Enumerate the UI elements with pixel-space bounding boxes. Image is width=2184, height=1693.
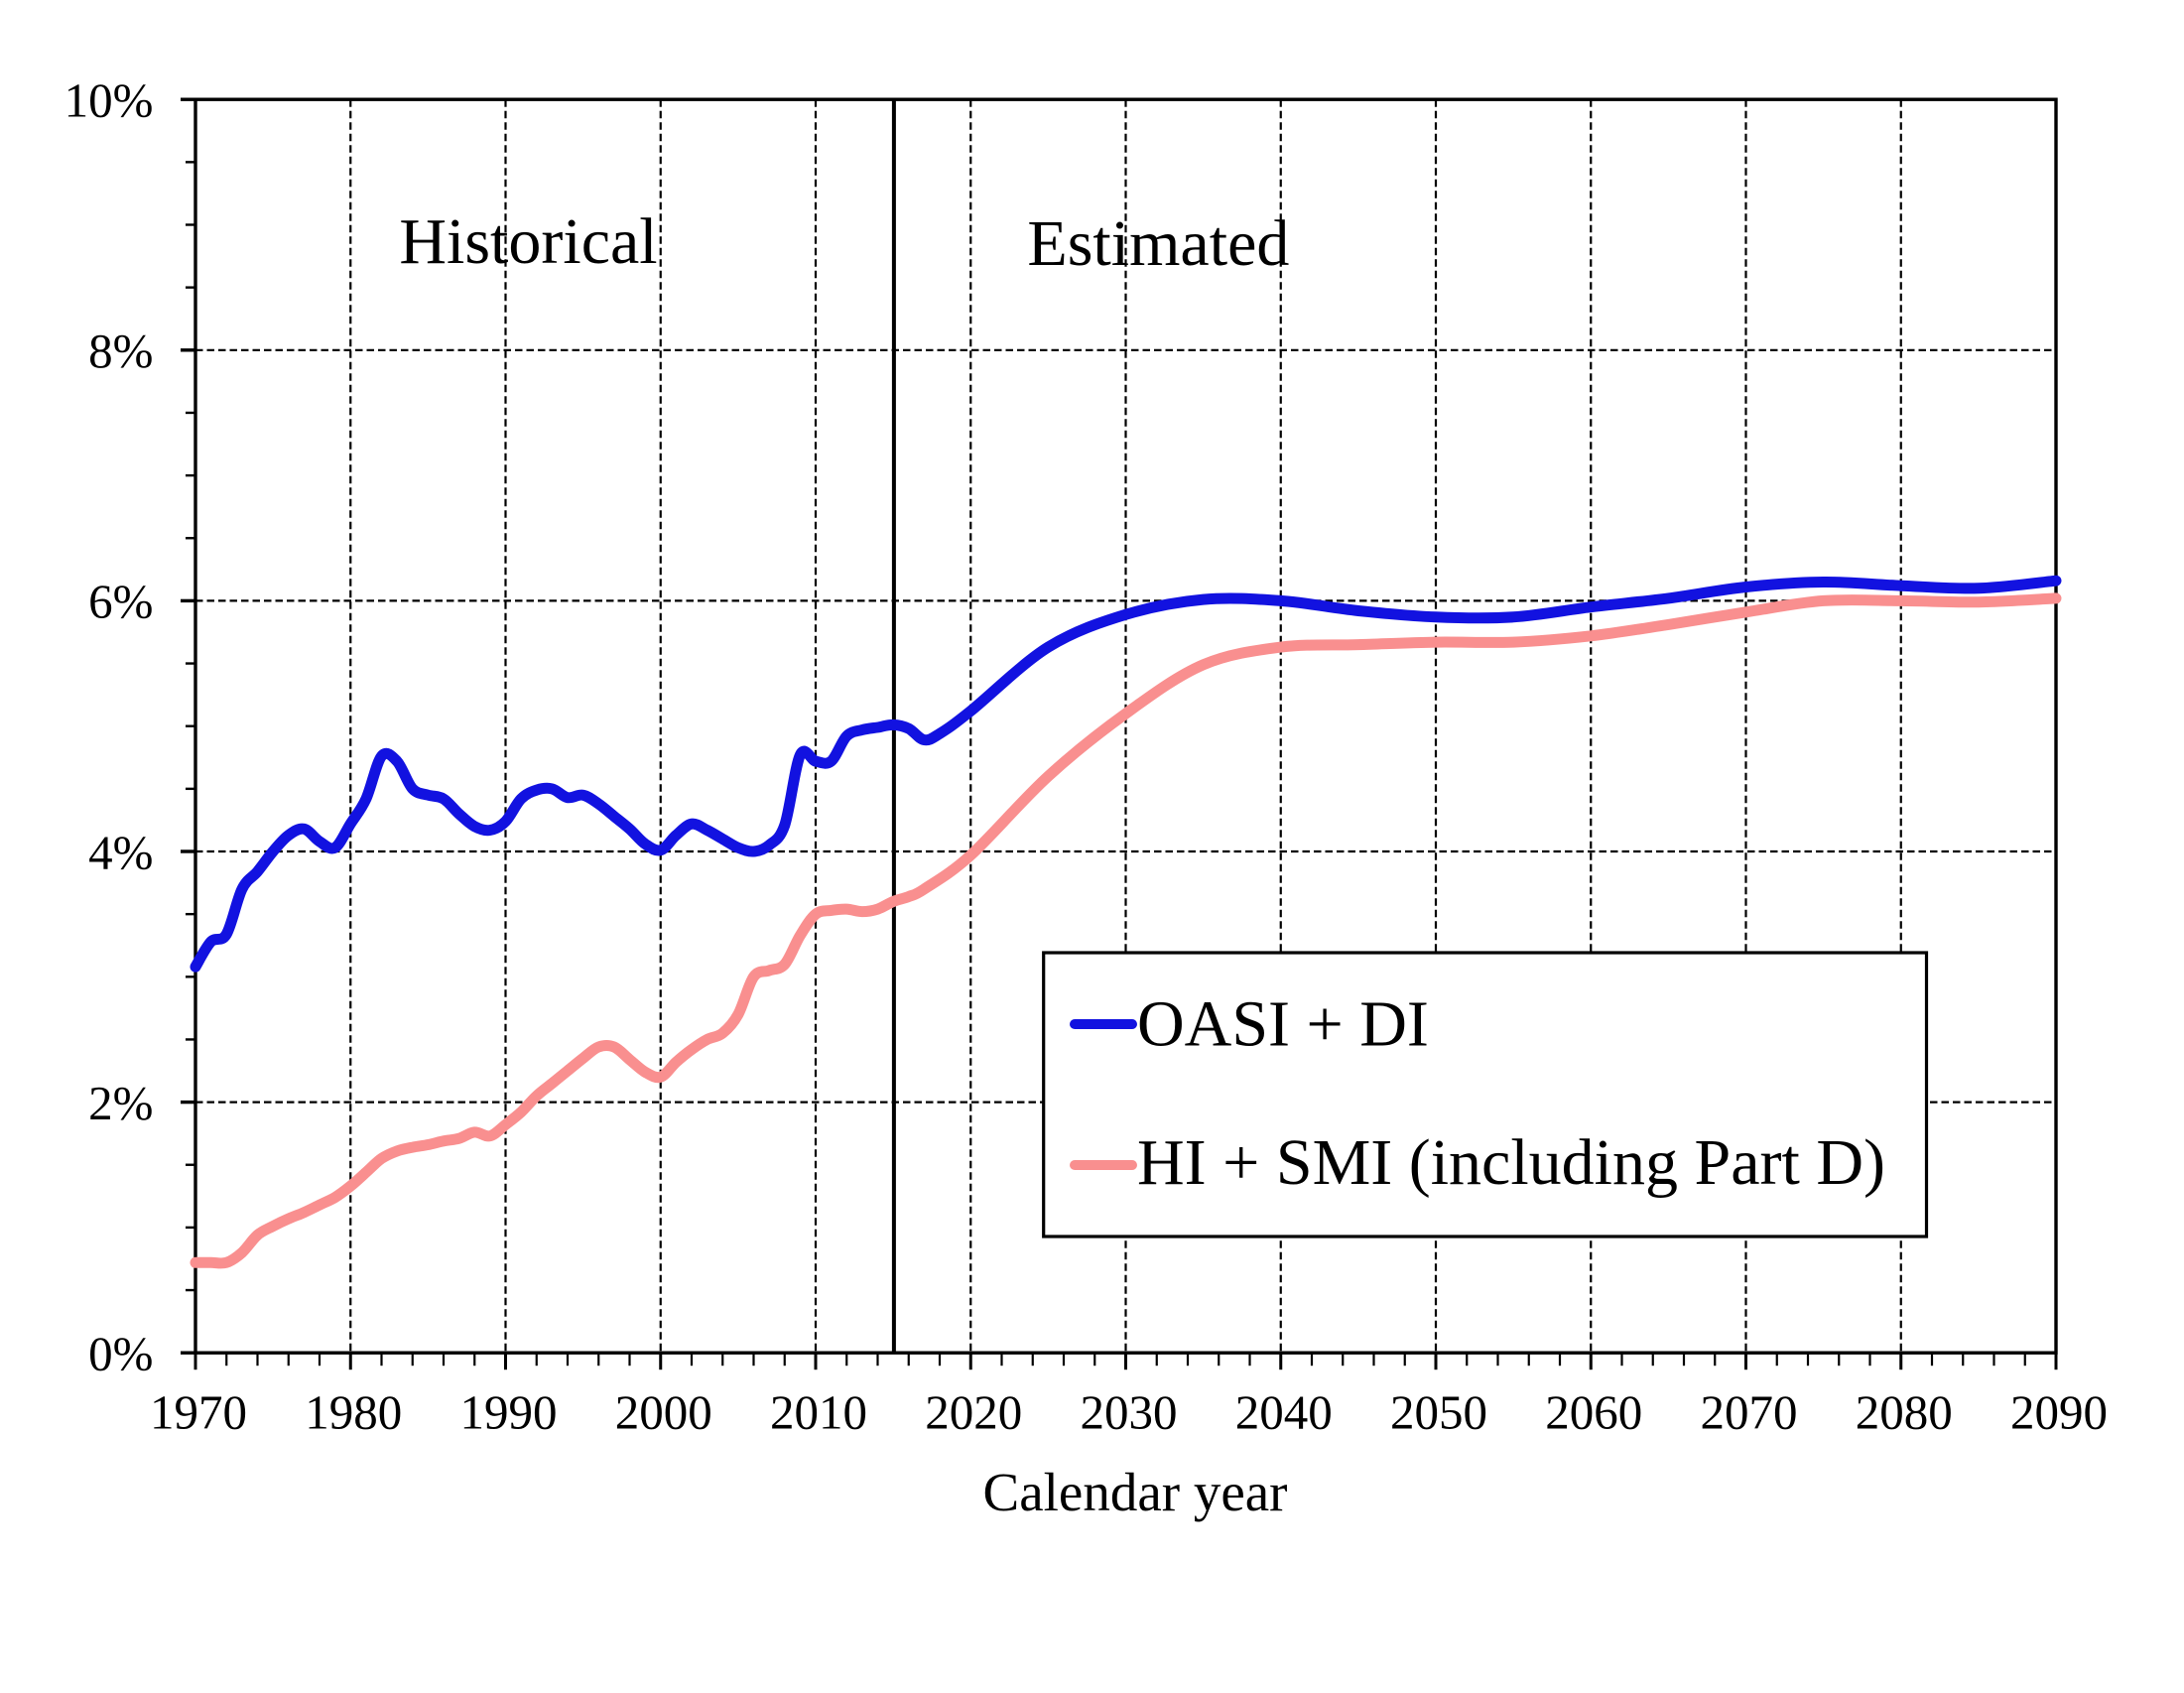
- svg-text:Calendar year: Calendar year: [983, 1462, 1288, 1522]
- svg-text:6%: 6%: [88, 575, 153, 629]
- svg-text:2040: 2040: [1235, 1385, 1333, 1440]
- svg-text:4%: 4%: [88, 825, 153, 879]
- svg-text:1980: 1980: [305, 1385, 402, 1440]
- svg-text:0%: 0%: [88, 1327, 153, 1381]
- svg-text:2090: 2090: [2010, 1385, 2108, 1440]
- svg-text:2080: 2080: [1856, 1385, 1953, 1440]
- svg-text:2010: 2010: [770, 1385, 867, 1440]
- svg-text:HI + SMI (including Part D): HI + SMI (including Part D): [1137, 1126, 1885, 1199]
- svg-text:2050: 2050: [1390, 1385, 1487, 1440]
- svg-text:2070: 2070: [1701, 1385, 1798, 1440]
- svg-text:1990: 1990: [460, 1385, 558, 1440]
- svg-text:2%: 2%: [88, 1076, 153, 1130]
- svg-text:Historical: Historical: [399, 205, 657, 278]
- svg-text:2020: 2020: [925, 1385, 1022, 1440]
- svg-text:2060: 2060: [1545, 1385, 1642, 1440]
- svg-text:2030: 2030: [1081, 1385, 1178, 1440]
- svg-text:2000: 2000: [615, 1385, 712, 1440]
- svg-text:Estimated: Estimated: [1027, 207, 1289, 280]
- svg-text:OASI + DI: OASI + DI: [1137, 987, 1429, 1060]
- svg-text:10%: 10%: [64, 73, 154, 128]
- svg-text:8%: 8%: [88, 324, 153, 378]
- svg-text:1970: 1970: [150, 1385, 247, 1440]
